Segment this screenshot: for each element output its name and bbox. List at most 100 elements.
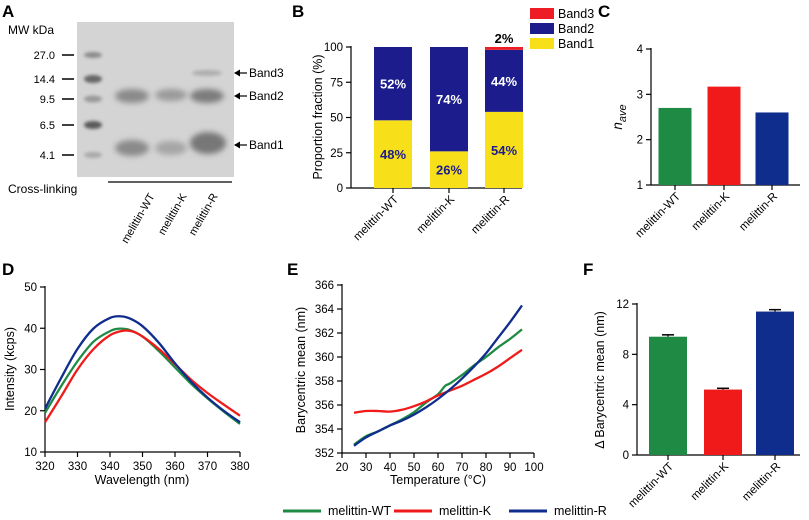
bar-chart-nave: 1 2 3 4 melittin-WT melittin-K melittin-R nave <box>610 44 800 240</box>
panel-f: F 0 4 8 12 melittin-WT melittin-K melittin-R Δ … <box>583 260 800 510</box>
bar-melittin-R <box>756 311 794 455</box>
gel-lane-label: melittin-K <box>156 191 190 237</box>
x-tick-label: 60 <box>432 462 445 474</box>
x-category-label: melittin-WT <box>634 191 684 241</box>
bar-melittin-K <box>707 86 741 185</box>
x-category-label: melittin-R <box>740 461 783 504</box>
bar-segment-band1 <box>485 111 523 188</box>
x-category-label: melittin-R <box>737 191 780 234</box>
x-tick-label: 40 <box>384 462 397 474</box>
y-tick-label: 25 <box>330 148 343 160</box>
bar-segment-band2 <box>430 47 468 152</box>
y-axis-label: Proportion fraction (%) <box>311 54 325 179</box>
bar-chart-delta: 0 4 8 12 melittin-WT melittin-K melittin-R Δ Ba… <box>593 299 800 510</box>
y-tick-label: 362 <box>315 328 334 340</box>
x-tick-label: 80 <box>480 462 493 474</box>
y-tick-label: 8 <box>623 349 629 361</box>
band-label: Band1 <box>249 138 284 152</box>
line-chart-intensity: 10 20 30 40 50 320 330 340 350 360 370 380 Wavelengt… <box>3 282 250 487</box>
y-tick-label: 352 <box>315 448 334 460</box>
panel-e: E 352 354 356 358 360 362 364 366 20 30 40 50 60 70 80… <box>287 260 544 487</box>
gel-marker-band <box>84 75 102 83</box>
y-tick-label: 4 <box>637 44 644 56</box>
x-axis-label: Wavelength (nm) <box>95 473 190 487</box>
x-tick-label: 90 <box>504 462 517 474</box>
series-line-melittin-K <box>44 329 241 423</box>
y-tick-label: 354 <box>315 424 335 436</box>
legend-label: Band3 <box>558 7 594 21</box>
y-tick-label: 0 <box>623 450 629 462</box>
x-axis-label: Temperature (°C) <box>390 473 486 487</box>
x-category-label: melittin-R <box>469 194 512 237</box>
gel-band-labels: Band3 Band2 Band1 <box>234 66 284 152</box>
panel-label-a: A <box>2 2 14 21</box>
x-tick-label: 70 <box>456 462 469 474</box>
data-label-band1: 54% <box>491 143 517 158</box>
x-tick-label: 380 <box>230 461 249 473</box>
bar-melittin-WT <box>649 336 687 455</box>
series-line-melittin-WT <box>353 328 523 446</box>
y-tick-label: 364 <box>315 304 335 316</box>
series-line-melittin-R <box>43 315 241 424</box>
bar-segment-band3 <box>485 47 523 50</box>
panel-c: C 1 2 3 4 melittin-WT melittin-K melittin-R nav… <box>598 2 800 240</box>
y-tick-label: 360 <box>315 352 334 364</box>
gel-marker-band <box>84 52 102 58</box>
gel-marker-band <box>84 95 102 103</box>
legend-label: melittin-R <box>554 504 607 518</box>
y-axis-label: nave <box>610 104 629 129</box>
gel-marker-label: 6.5 <box>40 120 55 132</box>
gel-marker-label: 27.0 <box>34 50 55 62</box>
x-tick-label: 100 <box>524 462 543 474</box>
panel-label-b: B <box>292 2 304 21</box>
gel-marker-band <box>84 121 102 129</box>
data-label-band3: 2% <box>495 31 514 46</box>
bar-melittin-K <box>704 389 742 455</box>
data-label-band2: 74% <box>436 92 462 107</box>
x-tick-label: 320 <box>35 461 54 473</box>
line-chart-barycentric: 352 354 356 358 360 362 364 366 20 30 40 50 60 70 80 90… <box>294 280 544 487</box>
bar-segment-band2 <box>485 49 523 112</box>
bar-segment-band2 <box>374 47 412 121</box>
x-tick-label: 50 <box>408 462 421 474</box>
y-tick-label: 12 <box>616 299 629 311</box>
legend-label: melittin-WT <box>328 504 392 518</box>
x-tick-label: 360 <box>165 461 184 473</box>
gel-lane-wt-band2 <box>115 89 149 103</box>
gel-marker-label: 4.1 <box>40 150 55 162</box>
legend-swatch-band1 <box>530 38 554 49</box>
gel-lane-r-band3 <box>192 70 222 76</box>
panel-label-d: D <box>2 260 14 279</box>
band-label: Band2 <box>249 89 284 103</box>
bar-melittin-R <box>755 112 789 185</box>
panel-label-e: E <box>287 260 298 279</box>
x-tick-label: 350 <box>133 461 152 473</box>
gel-lane-r-band1 <box>190 132 226 154</box>
y-tick-label: 3 <box>637 89 643 101</box>
gel-mw-title: MW kDa <box>8 23 54 37</box>
figure-legend: melittin-WT melittin-K melittin-R <box>283 504 607 518</box>
y-label-n: n <box>610 122 625 130</box>
x-category-label: melittin-K <box>689 460 732 503</box>
x-category-label: melittin-K <box>690 190 733 233</box>
gel-marker-label: 9.5 <box>40 94 55 106</box>
panel-a: A MW kDa 27.014.49.56.54.1 Band3Band2Ban… <box>2 2 284 246</box>
x-category-label: melittin-WT <box>352 194 402 244</box>
y-tick-label: 366 <box>315 280 334 292</box>
y-label-sub: ave <box>617 104 629 122</box>
gel-marker-label: 14.4 <box>34 74 55 86</box>
gel-lane-wt-band1 <box>115 140 149 156</box>
panel-d: D 10 20 30 40 50 320 330 340 350 360 370 380 Wavelen… <box>2 260 250 487</box>
x-category-label: melittin-WT <box>627 461 677 511</box>
y-tick-label: 356 <box>315 400 334 412</box>
y-tick-label: 100 <box>324 42 343 54</box>
y-tick-label: 4 <box>623 400 630 412</box>
x-tick-label: 340 <box>100 461 119 473</box>
x-category-label: melittin-K <box>415 193 458 236</box>
x-tick-label: 20 <box>336 462 349 474</box>
gel-lane-k-band1 <box>155 141 187 155</box>
legend-swatch-band2 <box>530 23 554 34</box>
y-axis-label: Δ Barycentric mean (nm) <box>593 311 607 449</box>
legend-swatch-band3 <box>530 8 554 19</box>
